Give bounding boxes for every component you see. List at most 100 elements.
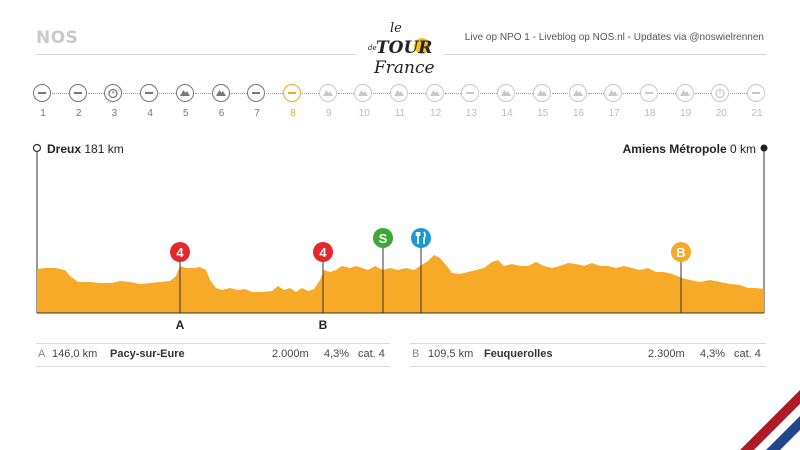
flat-icon [282, 84, 301, 102]
stage-connector [373, 93, 390, 94]
sprint-badge[interactable] [373, 228, 393, 248]
mountain-icon [532, 84, 551, 102]
nos-logo: NOS [36, 28, 78, 48]
mountain-icon [354, 84, 373, 102]
climb-name: Pacy-sur-Eure [110, 348, 185, 360]
climb-letter: B [412, 348, 420, 360]
stage-connector [266, 93, 283, 94]
stage-number: 19 [680, 108, 692, 119]
mountain-icon [604, 84, 623, 102]
stage-connector [52, 93, 69, 94]
stage-connector [159, 93, 176, 94]
start-label: Dreux 181 km [47, 142, 124, 156]
stage-number: 5 [183, 108, 189, 119]
stage-connector [551, 93, 569, 94]
climb-category: cat. 4 [734, 348, 761, 360]
mountain-icon [568, 84, 587, 102]
stage-connector [230, 93, 248, 94]
stage-connector [480, 93, 498, 94]
start-distance: 181 km [84, 142, 124, 156]
stage-number: 13 [465, 108, 477, 119]
nos-logo-text: NOS [36, 28, 79, 48]
start-dot [32, 143, 42, 153]
finish-label: Amiens Métropole 0 km [623, 142, 756, 156]
elevation-area [37, 255, 764, 313]
tour-de-france-logo: le TOUR de France [368, 21, 435, 78]
climb-gradient: 4,3% [324, 348, 350, 360]
mountain-icon [497, 84, 516, 102]
climb-a-category: 4 [176, 245, 184, 260]
feed-zone-icon[interactable] [411, 228, 431, 248]
flat-icon [247, 84, 266, 102]
climb-b-label: B [319, 318, 328, 332]
mountain-icon [390, 84, 408, 102]
stage-connector [337, 93, 355, 94]
stage-number: 2 [75, 108, 82, 119]
start-name: Dreux [47, 142, 82, 156]
stage-connector [87, 93, 105, 94]
stage-number: 10 [358, 108, 370, 119]
time-trial-icon [711, 84, 730, 102]
stage-number: 8 [290, 108, 296, 119]
stage-connector [587, 93, 605, 94]
flag-stripes [740, 390, 800, 450]
climb-a-label: A [176, 318, 185, 332]
stage-connector [301, 93, 319, 94]
stage-connector [658, 93, 676, 94]
logo-le: le [390, 21, 402, 36]
stage-number: 9 [325, 108, 332, 119]
climb-category: cat. 4 [358, 348, 385, 360]
climb-letter: A [38, 348, 46, 360]
mountain-icon [425, 84, 444, 102]
logo-sun [414, 38, 430, 54]
bonus-badge[interactable] [671, 242, 691, 262]
sprint-letter: S [379, 231, 388, 246]
flat-icon [33, 84, 51, 102]
stage-number: 6 [218, 108, 225, 119]
stage-connector [694, 93, 712, 94]
stage-connector [730, 93, 747, 94]
stage-number: 20 [715, 108, 727, 119]
climb-b-category: 4 [319, 245, 327, 260]
mountain-icon [318, 84, 337, 102]
finish-distance: 0 km [729, 142, 756, 156]
climb-b-badge[interactable] [313, 242, 333, 262]
flat-icon [639, 84, 658, 102]
stage-number: 16 [572, 108, 585, 119]
climb-gradient: 4,3% [700, 348, 726, 360]
climb-km: 109,5 km [428, 348, 474, 360]
stage-number: 15 [537, 108, 549, 119]
hilly-icon [175, 84, 194, 102]
fork-knife-icon [415, 231, 426, 244]
flat-icon [140, 84, 159, 102]
climb-name: Feuquerolles [484, 348, 553, 360]
logo-france: France [373, 58, 435, 78]
flat-icon [461, 84, 480, 102]
stage-connector [444, 93, 462, 94]
climb-row-a: A 146,0 km Pacy-sur-Eure 2.000m 4,3% cat… [36, 343, 390, 367]
time-trial-icon [104, 84, 123, 102]
stage-number: 4 [147, 108, 153, 119]
finish-name: Amiens Métropole [622, 142, 727, 156]
stage-connector [409, 93, 426, 94]
logo-tour: TOUR [376, 38, 432, 58]
bonus-letter: B [676, 245, 685, 260]
broadcast-info: Live op NPO 1 - Liveblog op NOS.nl - Upd… [464, 32, 764, 43]
stage-number: 1 [40, 108, 46, 119]
stage-number: 18 [644, 108, 656, 119]
stage-number: 11 [394, 108, 406, 119]
flat-icon [747, 84, 765, 102]
stage-connector [516, 93, 533, 94]
hilly-icon [211, 84, 230, 102]
stage-number: 17 [608, 108, 620, 119]
climb-length: 2.000m [272, 348, 309, 360]
header-divider-left [36, 54, 356, 55]
stage-number: 3 [111, 108, 118, 119]
stage-number: 21 [751, 108, 763, 119]
stage-connector [194, 93, 212, 94]
climb-a-badge[interactable] [170, 242, 190, 262]
finish-dot [760, 144, 768, 152]
mountain-icon [675, 84, 694, 102]
flat-icon [68, 84, 87, 102]
